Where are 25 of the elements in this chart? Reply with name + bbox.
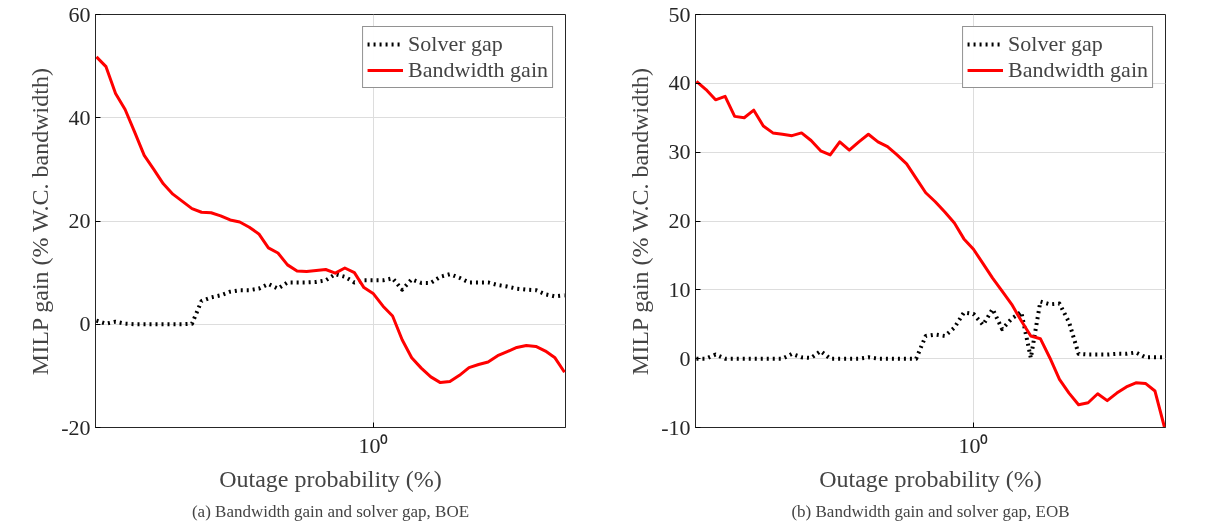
y-tick-label: 30	[668, 139, 691, 165]
y-tick-label: 20	[668, 208, 691, 233]
legend-label: Solver gap	[408, 31, 503, 57]
y-tick-label: 50	[668, 1, 691, 27]
text: (a) Bandwidth gain and solver gap, BOE	[191, 501, 470, 521]
line-series	[95, 55, 566, 385]
y-axis-title: MILP gain (% W.C. bandwidth)	[27, 68, 54, 376]
legend-label: Solver gap	[1008, 31, 1103, 57]
x-tick-label: 10⁰	[358, 432, 389, 458]
y-tick-label: 0	[79, 311, 91, 337]
x-axis-title: Outage probability (%)	[819, 465, 1042, 492]
y-tick-label: 60	[68, 1, 91, 27]
y-axis-title: MILP gain (% W.C. bandwidth)	[627, 68, 654, 376]
legend-label: Bandwidth gain	[408, 57, 548, 83]
y-tick-label: 10	[668, 276, 691, 302]
x-tick-label: 10⁰	[958, 432, 989, 458]
y-tick-label: 0	[679, 345, 691, 371]
y-tick-label: 40	[68, 104, 91, 130]
text: (b) Bandwidth gain and solver gap, EOB	[791, 501, 1070, 521]
legend-label: Bandwidth gain	[1008, 57, 1148, 83]
y-tick-label: -20	[61, 414, 91, 440]
x-axis-title: Outage probability (%)	[219, 465, 442, 492]
y-tick-label: -10	[661, 414, 691, 440]
y-tick-label: 20	[68, 208, 91, 233]
y-tick-label: 40	[668, 70, 691, 96]
